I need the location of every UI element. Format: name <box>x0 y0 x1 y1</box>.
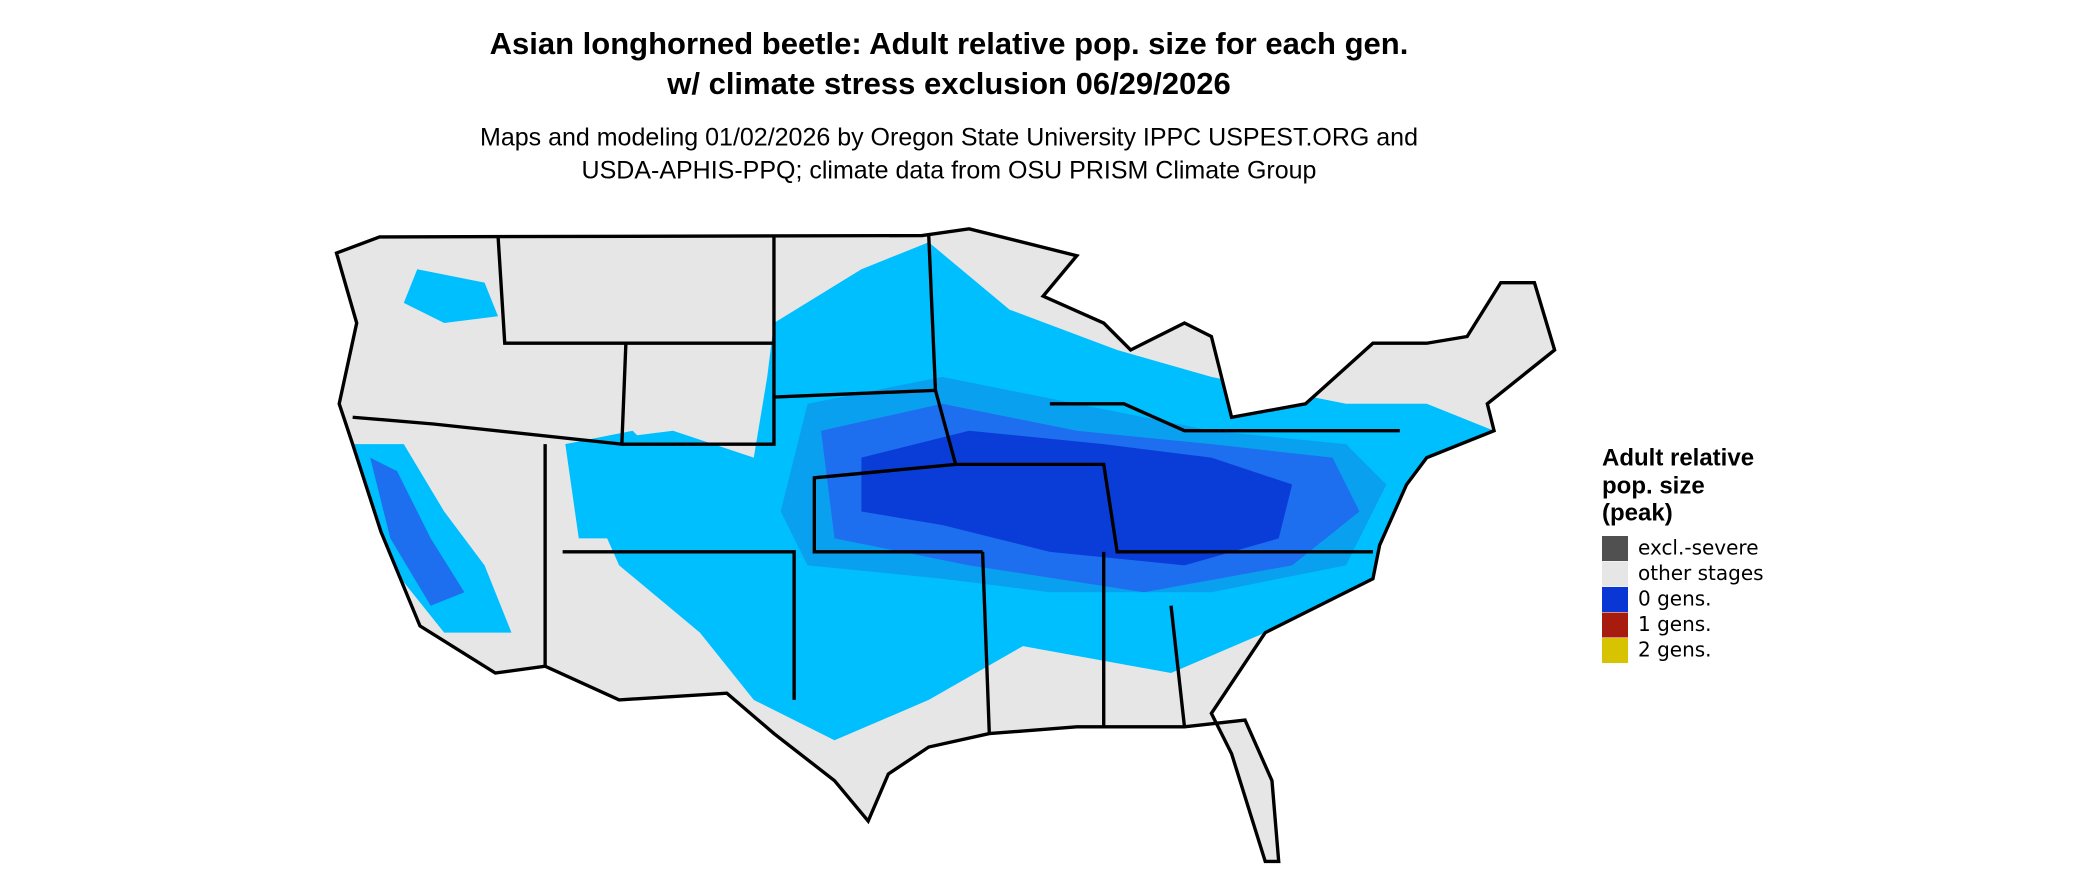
map <box>334 227 1557 864</box>
legend-swatch <box>1602 561 1628 587</box>
title: w/ climate stress exclusion 06/29/2026 <box>666 66 1231 101</box>
legend-label: excl.-severe <box>1638 536 1759 560</box>
title: Asian longhorned beetle: Adult relative … <box>490 26 1409 61</box>
legend-title: pop. size <box>1602 472 1705 499</box>
model-raster <box>352 242 1495 741</box>
legend-title: Adult relative <box>1602 444 1754 471</box>
legend-label: 2 gens. <box>1638 638 1712 662</box>
subtitle: Maps and modeling 01/02/2026 by Oregon S… <box>480 124 1418 152</box>
legend-label: 0 gens. <box>1638 587 1712 611</box>
legend-label: other stages <box>1638 561 1764 585</box>
legend-swatch <box>1602 536 1628 561</box>
legend-swatch <box>1602 612 1628 638</box>
legend-label: 1 gens. <box>1638 612 1712 636</box>
legend-swatch <box>1602 638 1628 663</box>
subtitle: USDA-APHIS-PPQ; climate data from OSU PR… <box>582 157 1317 185</box>
legend-title: (peak) <box>1602 499 1673 526</box>
state-borders <box>334 227 1557 864</box>
legend-swatch <box>1602 587 1628 612</box>
